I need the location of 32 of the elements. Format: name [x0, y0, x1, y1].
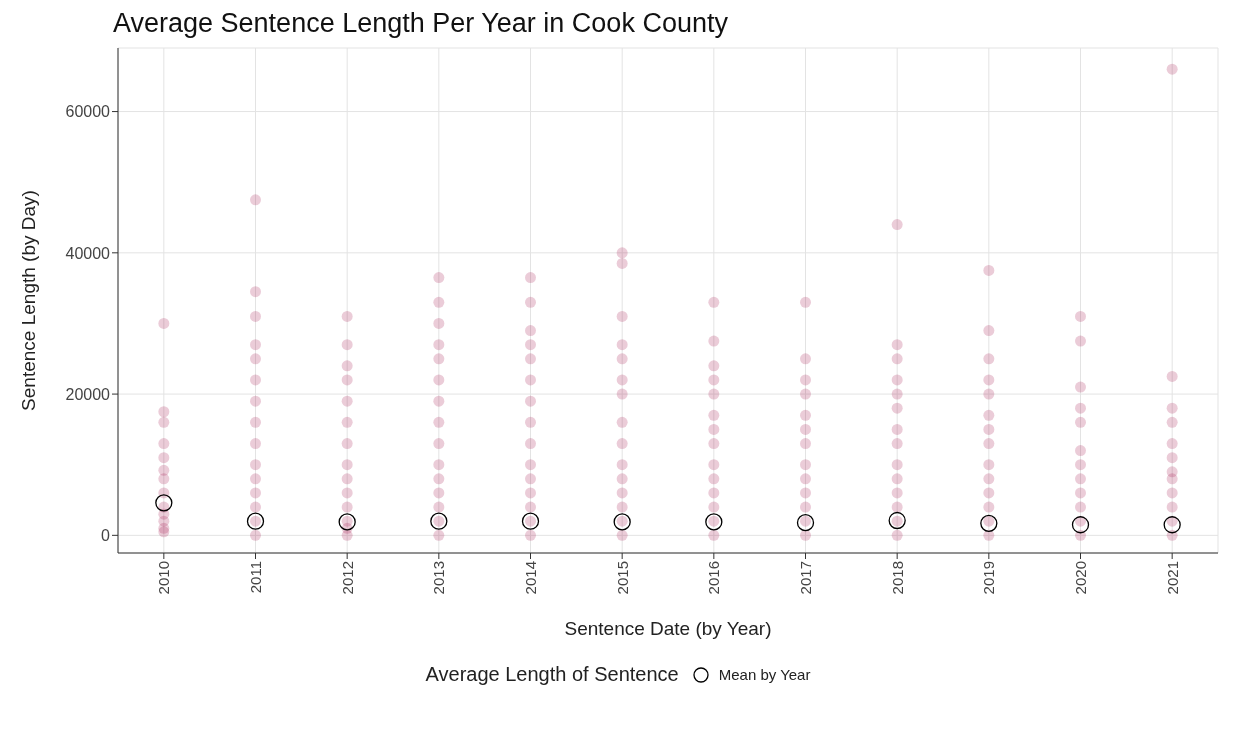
point [613, 513, 631, 531]
x-tick-label: 2010 [155, 561, 173, 595]
x-tick-label: 2016 [705, 561, 723, 595]
x-tick-label: 2020 [1072, 561, 1090, 595]
y-tick-label: 40000 [65, 244, 111, 262]
x-tick-label: 2012 [338, 561, 356, 595]
x-tick-label: 2019 [980, 561, 998, 595]
y-axis-title: Sentence Length (by Day) [17, 190, 39, 411]
chart-title: Average Sentence Length Per Year in Cook County [113, 8, 729, 39]
x-axis-title: Sentence Date (by Year) [564, 618, 772, 639]
point [521, 512, 540, 530]
x-tick-label: 2021 [1163, 561, 1181, 595]
y-tick-label: 60000 [65, 103, 111, 121]
point [1071, 516, 1090, 534]
point [1163, 516, 1181, 534]
point [980, 514, 998, 532]
y-tick-label: 0 [101, 527, 111, 545]
point [796, 513, 815, 532]
x-tick-label: 2014 [522, 561, 540, 595]
point [246, 512, 265, 530]
legend-title: Average Length of Sentence [425, 663, 679, 686]
x-tick-label: 2015 [613, 561, 631, 595]
x-tick-label: 2018 [888, 561, 906, 595]
point [888, 511, 906, 530]
point [338, 513, 356, 531]
x-tick-label: 2013 [430, 561, 448, 595]
x-tick-label: 2011 [247, 561, 265, 594]
point [155, 494, 173, 512]
x-tick-label: 2017 [797, 561, 815, 595]
y-tick-label: 20000 [65, 385, 111, 403]
legend-label: Mean by Year [718, 666, 811, 683]
point [705, 513, 723, 531]
